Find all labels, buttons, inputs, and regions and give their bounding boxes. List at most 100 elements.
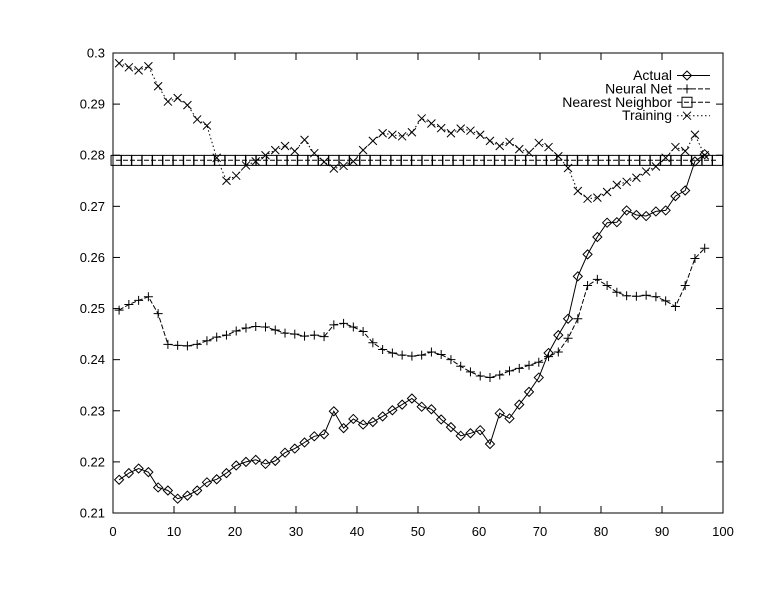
x-marker-icon [280, 141, 290, 151]
y-tick: 0.21 [80, 506, 723, 521]
plus-marker-icon [436, 350, 446, 360]
x-tick: 70 [533, 53, 547, 539]
x-marker-icon [339, 161, 348, 171]
plus-marker-icon [319, 332, 329, 342]
x-marker-icon [407, 127, 417, 137]
plus-marker-icon [553, 347, 563, 357]
diamond-marker-icon [279, 447, 291, 458]
plus-marker-icon [290, 329, 300, 339]
plus-marker-icon [202, 336, 212, 346]
x-tick-label: 50 [411, 524, 425, 539]
diamond-marker-icon [533, 372, 544, 383]
diamond-marker-icon [611, 216, 623, 228]
diamond-marker-icon [348, 413, 359, 425]
diamond-marker-icon [681, 70, 693, 81]
x-tick: 0 [109, 53, 117, 539]
x-marker-icon [114, 58, 124, 68]
y-tick: 0.29 [80, 97, 723, 112]
y-tick: 0.3 [87, 46, 723, 61]
diamond-marker-icon [240, 456, 252, 468]
y-tick: 0.23 [80, 403, 723, 418]
plus-marker-icon [661, 296, 671, 306]
diamond-marker-icon [182, 490, 193, 501]
plus-marker-icon [124, 299, 134, 309]
diamond-marker-icon [260, 458, 271, 470]
plus-marker-icon [221, 330, 231, 340]
x-tick: 10 [167, 53, 181, 539]
plus-marker-icon [114, 305, 124, 315]
legend-label: Actual [633, 67, 672, 83]
x-marker-icon [241, 161, 251, 170]
plus-marker-icon [631, 291, 641, 301]
diamond-marker-icon [455, 430, 466, 442]
x-marker-icon [183, 100, 192, 110]
x-marker-icon [524, 148, 534, 158]
plus-marker-icon [251, 321, 261, 331]
diamond-marker-icon [484, 438, 496, 450]
x-marker-icon [534, 138, 544, 148]
x-marker-icon [671, 142, 680, 152]
diamond-marker-icon [582, 249, 593, 260]
plus-marker-icon [153, 309, 163, 319]
plus-marker-icon [358, 327, 368, 337]
x-marker-icon [309, 148, 319, 158]
diamond-marker-icon [250, 454, 261, 466]
x-marker-icon [456, 124, 466, 133]
plus-marker-icon [339, 318, 349, 328]
plus-marker-icon [426, 347, 436, 357]
x-marker-icon [300, 135, 309, 145]
x-marker-icon [192, 115, 202, 124]
x-tick: 90 [655, 53, 669, 539]
diamond-marker-icon [270, 455, 281, 467]
diamond-marker-icon [572, 271, 584, 282]
plus-marker-icon [485, 373, 495, 383]
x-marker-icon [153, 81, 163, 91]
plus-marker-icon [475, 371, 485, 381]
square-marker-icon [681, 96, 693, 108]
diamond-marker-icon [309, 431, 320, 442]
x-marker-icon [612, 180, 622, 190]
diamond-marker-icon [416, 401, 427, 412]
x-marker-icon [602, 187, 612, 197]
y-tick: 0.27 [80, 199, 723, 214]
plus-marker-icon [641, 290, 651, 300]
plus-marker-icon [465, 367, 475, 377]
x-marker-icon [368, 136, 378, 146]
diamond-marker-icon [123, 467, 135, 479]
x-tick-label: 0 [109, 524, 116, 539]
plus-marker-icon [563, 333, 573, 343]
diamond-marker-icon [231, 460, 242, 471]
x-tick: 20 [228, 53, 242, 539]
x-marker-icon [475, 130, 485, 140]
x-tick-label: 90 [655, 524, 669, 539]
x-tick: 100 [712, 53, 734, 539]
legend-entry-actual: Actual [633, 67, 710, 83]
series-training [114, 58, 710, 204]
x-marker-icon [202, 121, 212, 130]
x-marker-icon [700, 150, 710, 160]
y-tick-label: 0.3 [87, 46, 105, 61]
x-marker-icon [690, 130, 700, 140]
plus-marker-icon [261, 322, 270, 332]
plus-marker-icon [670, 302, 680, 312]
plus-marker-icon [143, 292, 153, 302]
x-tick-label: 70 [533, 524, 547, 539]
y-tick-label: 0.21 [80, 506, 105, 521]
diamond-marker-icon [201, 477, 213, 488]
diamond-marker-icon [318, 429, 330, 440]
x-marker-icon [319, 157, 329, 167]
x-marker-icon [514, 144, 524, 154]
plus-marker-icon [700, 243, 710, 253]
y-tick-label: 0.24 [80, 352, 105, 367]
square-marker-icon [712, 154, 724, 166]
x-marker-icon [466, 126, 475, 136]
y-tick-label: 0.29 [80, 97, 105, 112]
plus-marker-icon [134, 295, 144, 305]
plus-marker-icon [280, 328, 290, 338]
diamond-marker-icon [660, 205, 671, 216]
diamond-marker-icon [387, 405, 398, 416]
x-tick-label: 20 [228, 524, 242, 539]
x-marker-icon [563, 163, 573, 173]
diamond-marker-icon [211, 474, 222, 485]
x-tick-label: 40 [350, 524, 364, 539]
